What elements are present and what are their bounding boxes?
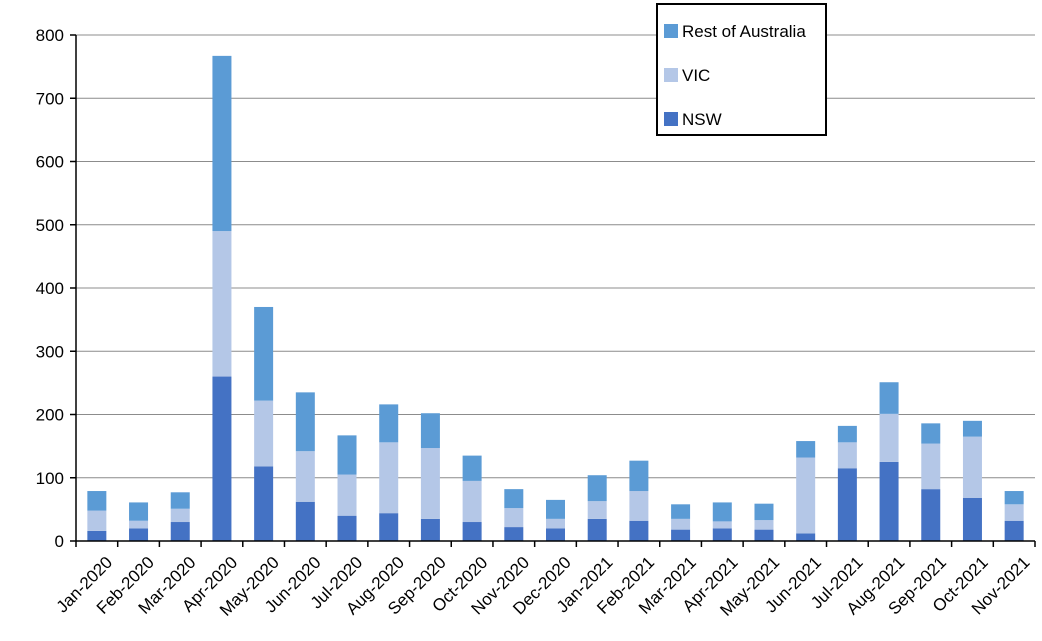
y-tick-label: 700 (36, 89, 64, 108)
bar-segment (129, 528, 149, 541)
bar-segment (879, 461, 899, 541)
bar-segment (295, 501, 315, 541)
bar-segment (504, 527, 524, 541)
bar-segment (212, 231, 232, 377)
bar-segment (546, 499, 565, 519)
bar-segment (546, 528, 565, 541)
bar-segment (671, 518, 691, 530)
bar-segment (921, 443, 941, 490)
bar-segment (87, 510, 107, 531)
bar-segment (254, 466, 274, 541)
bar-segment (1004, 491, 1024, 505)
bar-segment (712, 528, 732, 541)
y-tick-label: 800 (36, 26, 64, 45)
bar-segment (170, 522, 190, 541)
bar-segment (254, 306, 274, 401)
y-tick-labels: 0 100 200 300 400 500 600 700 800 (36, 26, 64, 551)
bar-segment (921, 423, 941, 444)
y-tick-label: 300 (36, 342, 64, 361)
bar-segment (295, 392, 315, 452)
bar-segment (379, 513, 399, 541)
legend-label: Rest of Australia (682, 22, 806, 41)
bar-segment (879, 413, 899, 462)
bar-segment (754, 520, 774, 530)
x-tick-labels: Jan-2020Feb-2020Mar-2020Apr-2020May-2020… (53, 553, 1034, 620)
y-tick-label: 100 (36, 469, 64, 488)
gridlines (70, 34, 1035, 542)
legend-box (656, 3, 827, 136)
legend-label: NSW (682, 110, 722, 129)
y-tick-label: 200 (36, 406, 64, 425)
y-tick-label: 400 (36, 279, 64, 298)
bar-segment (212, 376, 232, 541)
bar-segment (462, 522, 482, 541)
bar-segment (420, 413, 440, 449)
bar-segment (379, 404, 399, 443)
bar-segment (837, 442, 857, 469)
bar-segment (87, 491, 107, 511)
bar-segment (796, 533, 816, 541)
bar-segment (129, 520, 149, 529)
bar-segment (921, 489, 941, 541)
bar-segment (420, 518, 440, 541)
bar-segment (796, 441, 816, 458)
bar-segment (629, 491, 649, 521)
bar-segment (337, 435, 357, 475)
bar-segment (129, 502, 149, 521)
bar-segment (295, 451, 315, 502)
legend-label: VIC (682, 66, 710, 85)
bar-segment (379, 442, 399, 514)
bars (87, 55, 1024, 541)
bar-segment (587, 501, 607, 519)
y-tick-label: 0 (55, 532, 64, 551)
axes (75, 35, 1036, 547)
bar-segment (587, 475, 607, 502)
bar-segment (254, 400, 274, 467)
bar-segment (420, 448, 440, 519)
bar-segment (712, 502, 732, 522)
bar-segment (962, 420, 982, 437)
bar-segment (712, 521, 732, 529)
bar-segment (212, 55, 232, 232)
bar-segment (962, 436, 982, 498)
bar-segment (962, 497, 982, 541)
bar-segment (1004, 520, 1024, 541)
bar-segment (671, 529, 691, 541)
legend-swatch (664, 24, 678, 38)
bar-segment (170, 492, 190, 509)
y-tick-label: 500 (36, 216, 64, 235)
legend: Rest of Australia VIC NSW (656, 3, 827, 136)
bar-segment (837, 468, 857, 541)
bar-segment (796, 457, 816, 534)
bar-segment (1004, 504, 1024, 521)
legend-swatch (664, 112, 678, 126)
bar-segment (87, 530, 107, 541)
bar-segment (629, 520, 649, 541)
bar-segment (504, 489, 524, 509)
bar-segment (337, 474, 357, 516)
legend-swatch (664, 68, 678, 82)
bar-segment (587, 518, 607, 541)
bar-segment (462, 480, 482, 523)
bar-segment (462, 455, 482, 481)
bar-segment (546, 518, 565, 529)
bar-segment (671, 504, 691, 519)
bar-segment (504, 508, 524, 528)
bar-segment (879, 382, 899, 414)
bar-segment (837, 425, 857, 443)
bar-segment (629, 460, 649, 492)
bar-segment (170, 508, 190, 523)
bar-segment (337, 515, 357, 541)
bar-segment (754, 503, 774, 521)
y-tick-label: 600 (36, 153, 64, 172)
bar-segment (754, 529, 774, 541)
